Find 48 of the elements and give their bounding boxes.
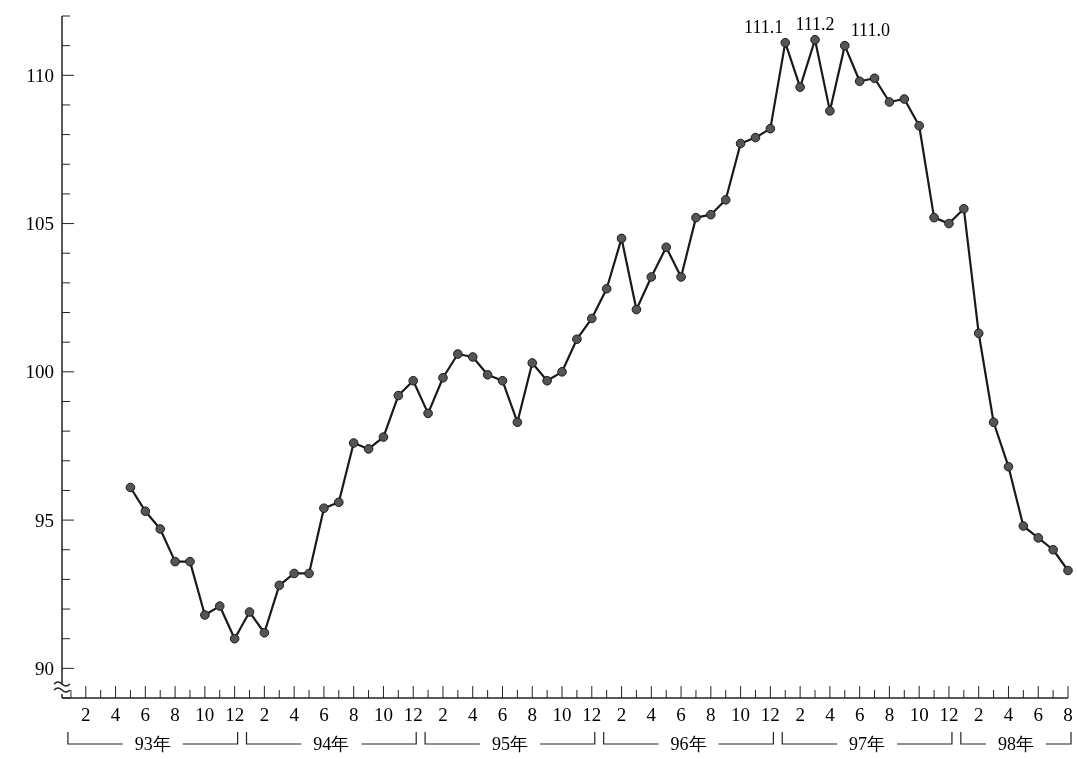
x-tick-label: 8	[706, 704, 716, 725]
x-tick-label: 6	[140, 704, 151, 725]
text: 96年	[670, 734, 707, 755]
x-tick-label: 12	[225, 704, 245, 725]
y-tick-label: 110	[26, 64, 54, 86]
text: 94年	[313, 734, 350, 755]
x-tick-label: 12	[939, 704, 959, 725]
x-tick-label: 8	[527, 704, 538, 725]
data-label: 111.0	[850, 19, 890, 40]
data-label: 111.1	[744, 16, 784, 37]
x-tick-label: 6	[319, 704, 329, 725]
x-tick-label: 6	[676, 704, 686, 725]
x-tick-label: 2	[81, 704, 91, 725]
x-tick-label: 6	[1033, 704, 1043, 725]
x-tick-label: 10	[909, 704, 929, 725]
x-tick-label: 4	[1003, 704, 1014, 725]
x-tick-label: 6	[854, 704, 865, 725]
x-tick-label: 4	[110, 704, 121, 725]
x-tick-label: 4	[825, 704, 836, 725]
x-tick-label: 10	[731, 704, 751, 725]
x-tick-label: 12	[582, 704, 602, 725]
x-tick-label: 2	[973, 704, 984, 725]
y-tick-label: 105	[25, 213, 54, 235]
x-tick-label: 8	[884, 704, 895, 725]
x-tick-label: 4	[646, 704, 657, 725]
x-tick-label: 10	[195, 704, 215, 725]
text: 98年	[997, 734, 1034, 755]
data-label: 111.2	[795, 13, 835, 34]
text: 97年	[849, 734, 886, 755]
y-tick-label: 100	[25, 361, 54, 383]
x-tick-label: 10	[373, 704, 393, 725]
x-tick-label: 2	[616, 704, 627, 725]
text: 93年	[134, 734, 171, 755]
x-tick-label: 4	[289, 704, 300, 725]
y-tick-label: 90	[35, 658, 54, 679]
x-tick-label: 8	[348, 704, 359, 725]
x-tick-label: 2	[795, 704, 805, 725]
x-tick-label: 12	[403, 704, 423, 725]
x-tick-label: 2	[438, 704, 448, 725]
x-tick-label: 6	[497, 704, 508, 725]
x-tick-label: 8	[1063, 704, 1073, 725]
x-tick-label: 12	[760, 704, 780, 725]
x-tick-label: 10	[552, 704, 572, 725]
x-tick-label: 8	[170, 704, 180, 725]
x-tick-label: 2	[259, 704, 270, 725]
x-tick-label: 4	[467, 704, 478, 725]
text: 95年	[491, 734, 528, 755]
y-tick-label: 95	[35, 509, 54, 531]
